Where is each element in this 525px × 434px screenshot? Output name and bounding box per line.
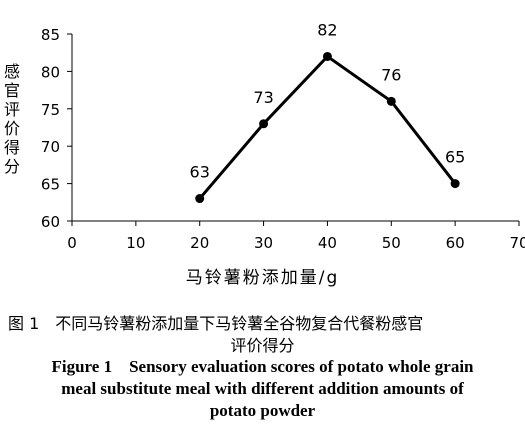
x-tick-label: 60 (446, 234, 465, 252)
series-line (198, 54, 457, 200)
x-tick-label: 10 (126, 234, 145, 252)
data-label: 76 (381, 65, 401, 84)
caption-cn-line1: 图 1 不同马铃薯粉添加量下马铃薯全谷物复合代餐粉感官 (8, 314, 424, 333)
x-tick-label: 70 (509, 234, 525, 252)
y-axis-label: 感官评价得分 (3, 62, 20, 176)
line-chart: 60 65 70 75 80 85 0 10 20 30 40 50 60 70 63 73 82 76 65 (41, 20, 525, 252)
caption-en-line2: meal substitute meal with different addi… (61, 379, 464, 398)
data-label: 63 (190, 163, 210, 182)
data-point (322, 51, 332, 61)
y-tick-label: 80 (41, 63, 60, 81)
x-axis-label: 马铃薯粉添加量/g (185, 268, 340, 288)
data-point (195, 194, 205, 204)
data-point (386, 96, 396, 106)
x-tick-label: 30 (254, 234, 273, 252)
data-label: 82 (317, 20, 337, 39)
x-tick-label: 20 (190, 234, 209, 252)
data-label: 73 (253, 88, 273, 107)
y-tick-label: 65 (41, 176, 60, 194)
caption-en: Figure 1 Sensory evaluation scores of po… (0, 356, 525, 422)
caption-en-line3: potato powder (209, 401, 316, 420)
y-tick-label: 70 (41, 138, 60, 156)
y-tick-label: 60 (41, 213, 60, 231)
y-tick-label: 85 (41, 26, 60, 44)
caption-en-line1: Figure 1 Sensory evaluation scores of po… (51, 357, 474, 376)
x-tick-label: 0 (67, 234, 77, 252)
data-label: 65 (445, 148, 465, 167)
x-tick-label: 40 (318, 234, 337, 252)
data-point (450, 179, 460, 189)
caption-cn-line2: 评价得分 (230, 336, 295, 355)
y-tick-label: 75 (41, 101, 60, 119)
x-tick-label: 50 (382, 234, 401, 252)
data-point (259, 119, 269, 129)
